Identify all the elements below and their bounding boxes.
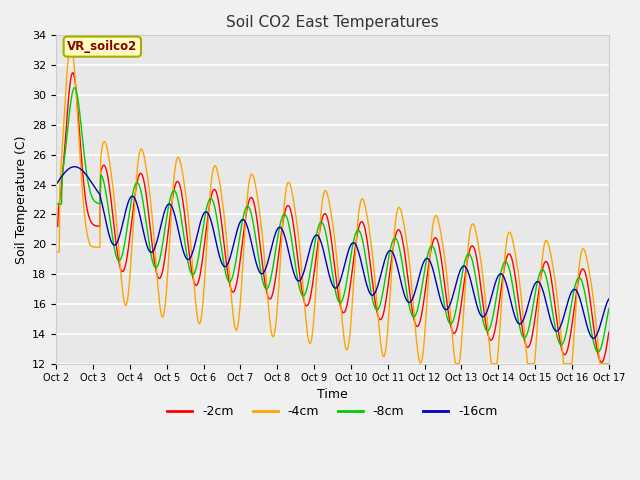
-8cm	[174, 198, 182, 204]
-16cm	[198, 215, 206, 220]
-4cm	[452, 361, 460, 367]
-4cm	[67, 43, 75, 48]
-16cm	[555, 326, 563, 332]
-16cm	[433, 283, 441, 288]
-2cm	[198, 260, 206, 266]
-8cm	[52, 201, 60, 207]
-16cm	[52, 182, 60, 188]
-16cm	[71, 164, 79, 169]
-2cm	[52, 224, 60, 229]
-16cm	[378, 266, 386, 272]
-8cm	[605, 306, 612, 312]
Y-axis label: Soil Temperature (C): Soil Temperature (C)	[15, 135, 28, 264]
-2cm	[597, 359, 605, 365]
-4cm	[433, 214, 441, 219]
-4cm	[556, 318, 564, 324]
-8cm	[433, 256, 441, 262]
-2cm	[555, 332, 563, 337]
-2cm	[69, 70, 77, 76]
-8cm	[594, 349, 602, 355]
Title: Soil CO2 East Temperatures: Soil CO2 East Temperatures	[226, 15, 439, 30]
-2cm	[324, 220, 332, 226]
-2cm	[433, 236, 441, 242]
-8cm	[324, 246, 332, 252]
-16cm	[324, 270, 332, 276]
X-axis label: Time: Time	[317, 388, 348, 401]
-2cm	[605, 329, 612, 335]
-2cm	[378, 314, 386, 320]
Line: -4cm: -4cm	[56, 46, 609, 364]
-16cm	[589, 336, 597, 341]
-4cm	[198, 309, 206, 315]
-4cm	[378, 351, 386, 357]
-2cm	[174, 179, 182, 184]
-4cm	[324, 196, 332, 202]
-8cm	[378, 292, 386, 298]
Text: VR_soilco2: VR_soilco2	[67, 40, 138, 53]
-16cm	[174, 227, 182, 233]
-4cm	[605, 361, 612, 367]
Line: -2cm: -2cm	[56, 73, 609, 362]
-8cm	[555, 339, 563, 345]
-4cm	[174, 155, 182, 160]
-8cm	[198, 232, 206, 238]
-16cm	[605, 296, 612, 302]
-8cm	[71, 84, 79, 90]
Line: -8cm: -8cm	[56, 87, 609, 352]
-4cm	[52, 249, 60, 255]
Legend: -2cm, -4cm, -8cm, -16cm: -2cm, -4cm, -8cm, -16cm	[163, 400, 502, 423]
Line: -16cm: -16cm	[56, 167, 609, 338]
